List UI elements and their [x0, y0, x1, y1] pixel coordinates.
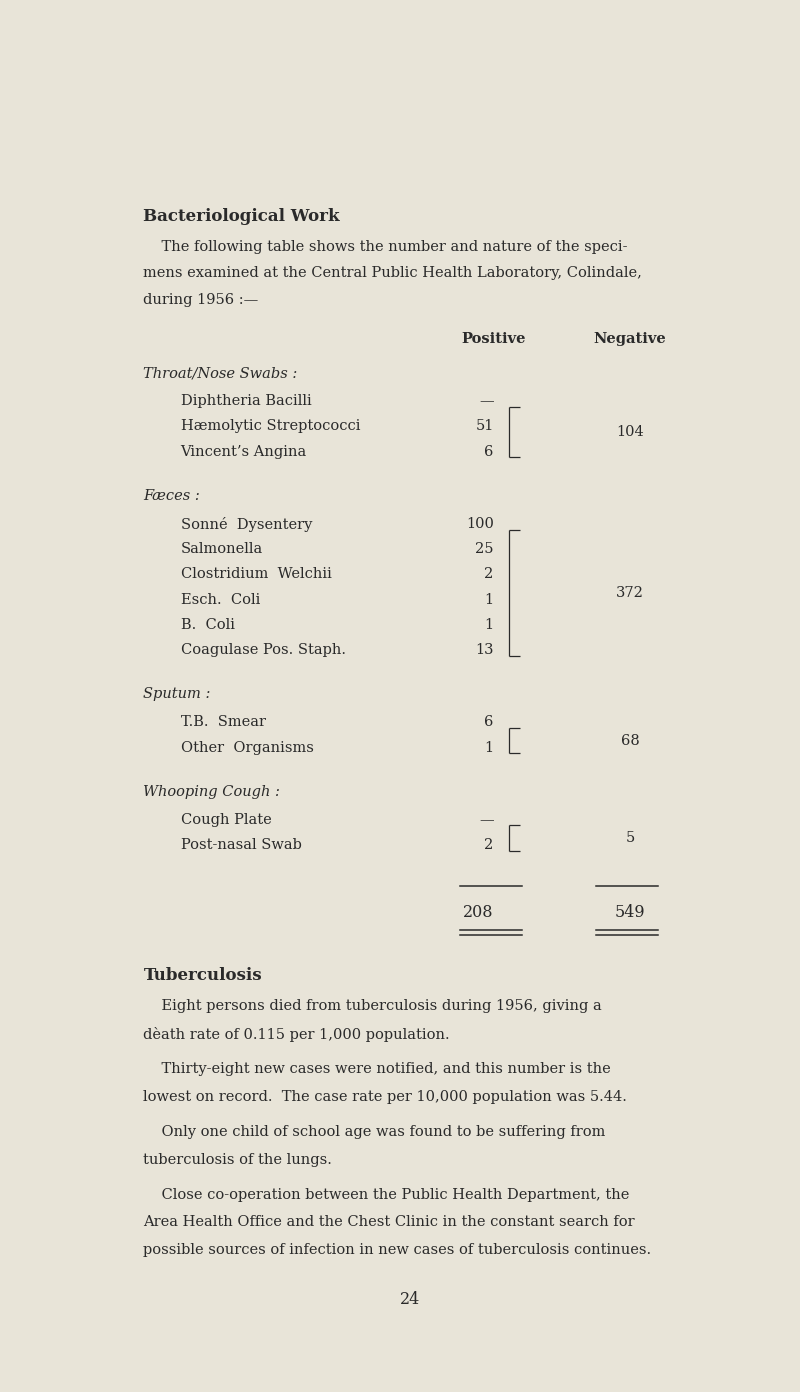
Text: 2: 2 [485, 568, 494, 582]
Text: Positive: Positive [462, 333, 526, 347]
Text: Salmonella: Salmonella [181, 543, 263, 557]
Text: Only one child of school age was found to be suffering from: Only one child of school age was found t… [143, 1125, 606, 1139]
Text: 24: 24 [400, 1292, 420, 1308]
Text: 5: 5 [626, 831, 634, 845]
Text: Whooping Cough :: Whooping Cough : [143, 785, 280, 799]
Text: 6: 6 [484, 715, 494, 729]
Text: B.  Coli: B. Coli [181, 618, 234, 632]
Text: 2: 2 [485, 838, 494, 852]
Text: Cough Plate: Cough Plate [181, 813, 271, 827]
Text: Sputum :: Sputum : [143, 688, 210, 702]
Text: Thirty-eight new cases were notified, and this number is the: Thirty-eight new cases were notified, an… [143, 1062, 611, 1076]
Text: tuberculosis of the lungs.: tuberculosis of the lungs. [143, 1153, 332, 1166]
Text: 549: 549 [614, 903, 646, 922]
Text: Fæces :: Fæces : [143, 489, 200, 503]
Text: Sonné  Dysentery: Sonné Dysentery [181, 516, 312, 532]
Text: possible sources of infection in new cases of tuberculosis continues.: possible sources of infection in new cas… [143, 1243, 651, 1257]
Text: lowest on record.  The case rate per 10,000 population was 5.44.: lowest on record. The case rate per 10,0… [143, 1090, 627, 1104]
Text: Other  Organisms: Other Organisms [181, 741, 314, 754]
Text: dèath rate of 0.115 per 1,000 population.: dèath rate of 0.115 per 1,000 population… [143, 1026, 450, 1041]
Text: Esch.  Coli: Esch. Coli [181, 593, 260, 607]
Text: 13: 13 [475, 643, 494, 657]
Text: 104: 104 [616, 425, 644, 438]
Text: Eight persons died from tuberculosis during 1956, giving a: Eight persons died from tuberculosis dur… [143, 999, 602, 1013]
Text: Tuberculosis: Tuberculosis [143, 967, 262, 984]
Text: Vincent’s Angina: Vincent’s Angina [181, 444, 307, 459]
Text: 208: 208 [463, 903, 494, 922]
Text: 1: 1 [485, 593, 494, 607]
Text: 6: 6 [484, 444, 494, 459]
Text: Hæmolytic Streptococci: Hæmolytic Streptococci [181, 419, 360, 433]
Text: 372: 372 [616, 586, 644, 600]
Text: 51: 51 [475, 419, 494, 433]
Text: 68: 68 [621, 734, 639, 748]
Text: Negative: Negative [594, 333, 666, 347]
Text: during 1956 :—: during 1956 :— [143, 292, 258, 306]
Text: Post-nasal Swab: Post-nasal Swab [181, 838, 302, 852]
Text: mens examined at the Central Public Health Laboratory, Colindale,: mens examined at the Central Public Heal… [143, 266, 642, 280]
Text: Bacteriological Work: Bacteriological Work [143, 207, 340, 224]
Text: 100: 100 [466, 516, 494, 530]
Text: 1: 1 [485, 741, 494, 754]
Text: Coagulase Pos. Staph.: Coagulase Pos. Staph. [181, 643, 346, 657]
Text: Clostridium  Welchii: Clostridium Welchii [181, 568, 331, 582]
Text: Area Health Office and the Chest Clinic in the constant search for: Area Health Office and the Chest Clinic … [143, 1215, 635, 1229]
Text: Throat/Nose Swabs :: Throat/Nose Swabs : [143, 366, 298, 380]
Text: —: — [479, 813, 494, 827]
Text: —: — [479, 394, 494, 408]
Text: Close co-operation between the Public Health Department, the: Close co-operation between the Public He… [143, 1189, 630, 1203]
Text: T.B.  Smear: T.B. Smear [181, 715, 266, 729]
Text: 25: 25 [475, 543, 494, 557]
Text: The following table shows the number and nature of the speci-: The following table shows the number and… [143, 239, 628, 253]
Text: 1: 1 [485, 618, 494, 632]
Text: Diphtheria Bacilli: Diphtheria Bacilli [181, 394, 311, 408]
